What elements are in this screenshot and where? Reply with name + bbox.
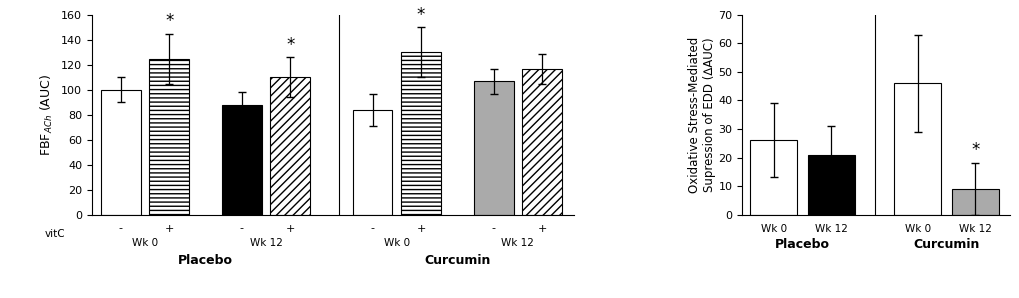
Text: +: + <box>416 224 425 234</box>
Text: +: + <box>285 224 294 234</box>
Text: Wk 12: Wk 12 <box>958 224 990 234</box>
Text: Curcumin: Curcumin <box>912 238 978 251</box>
Text: Wk 12: Wk 12 <box>814 224 847 234</box>
Text: vitC: vitC <box>45 229 65 238</box>
Text: Wk 12: Wk 12 <box>250 238 282 248</box>
Text: *: * <box>970 141 978 159</box>
Bar <box>400 52 440 215</box>
Text: +: + <box>164 224 174 234</box>
Bar <box>149 59 189 215</box>
Text: Placebo: Placebo <box>178 254 233 268</box>
Text: +: + <box>537 224 546 234</box>
Text: -: - <box>370 224 374 234</box>
Bar <box>222 105 262 215</box>
Bar <box>807 155 854 215</box>
Text: Curcumin: Curcumin <box>424 254 490 268</box>
Bar <box>270 77 310 215</box>
Text: Wk 0: Wk 0 <box>131 238 158 248</box>
Text: -: - <box>491 224 495 234</box>
Y-axis label: Oxidative Stress-Mediated
Supression of EDD (∆AUC): Oxidative Stress-Mediated Supression of … <box>687 37 715 193</box>
Bar <box>522 69 561 215</box>
Text: Wk 0: Wk 0 <box>904 224 930 234</box>
Bar <box>353 110 392 215</box>
Bar <box>750 140 797 215</box>
Bar <box>474 81 513 215</box>
Bar <box>101 90 141 215</box>
Text: *: * <box>417 6 425 24</box>
Text: Placebo: Placebo <box>774 238 829 251</box>
Text: -: - <box>239 224 244 234</box>
Bar <box>894 83 941 215</box>
Y-axis label: FBF$_{ACh}$ (AUC): FBF$_{ACh}$ (AUC) <box>40 74 55 156</box>
Bar <box>951 189 998 215</box>
Text: *: * <box>165 12 173 30</box>
Text: Wk 0: Wk 0 <box>760 224 786 234</box>
Text: -: - <box>119 224 122 234</box>
Text: Wk 12: Wk 12 <box>501 238 534 248</box>
Text: *: * <box>286 35 294 54</box>
Text: Wk 0: Wk 0 <box>383 238 410 248</box>
